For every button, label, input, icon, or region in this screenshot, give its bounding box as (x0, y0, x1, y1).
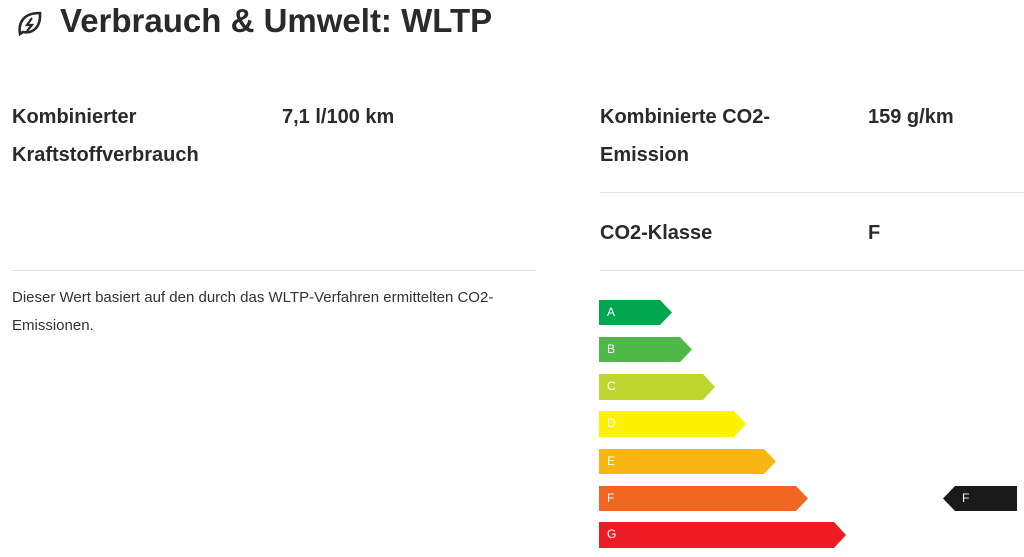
class-bar (599, 449, 776, 474)
class-letter: C (607, 379, 616, 393)
class-bar (599, 522, 846, 548)
title: Verbrauch & Umwelt: WLTP (60, 2, 493, 39)
class-letter: B (607, 342, 615, 356)
field-value: 159 g/km (868, 106, 954, 128)
class-letter: G (607, 527, 616, 541)
class-bar (599, 411, 746, 437)
class-bar (599, 486, 808, 511)
field-label: CO2-Klasse (600, 222, 713, 244)
leaf-icon (18, 11, 42, 37)
class-letter: A (607, 305, 615, 319)
field-label: Kombinierter Kraftstoffverbrauch (12, 106, 199, 166)
field-value: F (868, 222, 881, 244)
divider (600, 192, 1024, 193)
divider (600, 270, 1024, 271)
note: Dieser Wert basiert auf den durch das WL… (12, 289, 494, 334)
class-bar (599, 337, 692, 362)
class-letter: E (607, 454, 615, 468)
field-value: 7,1 l/100 km (282, 106, 395, 128)
field-label: Kombinierte CO2-Emission (600, 106, 771, 166)
class-letter: D (607, 416, 616, 430)
divider (12, 270, 536, 271)
current-class-marker (943, 486, 1017, 511)
class-bar (599, 300, 672, 325)
class-letter: F (607, 491, 614, 505)
class-bar (599, 374, 715, 400)
current-class-letter: F (962, 491, 969, 505)
